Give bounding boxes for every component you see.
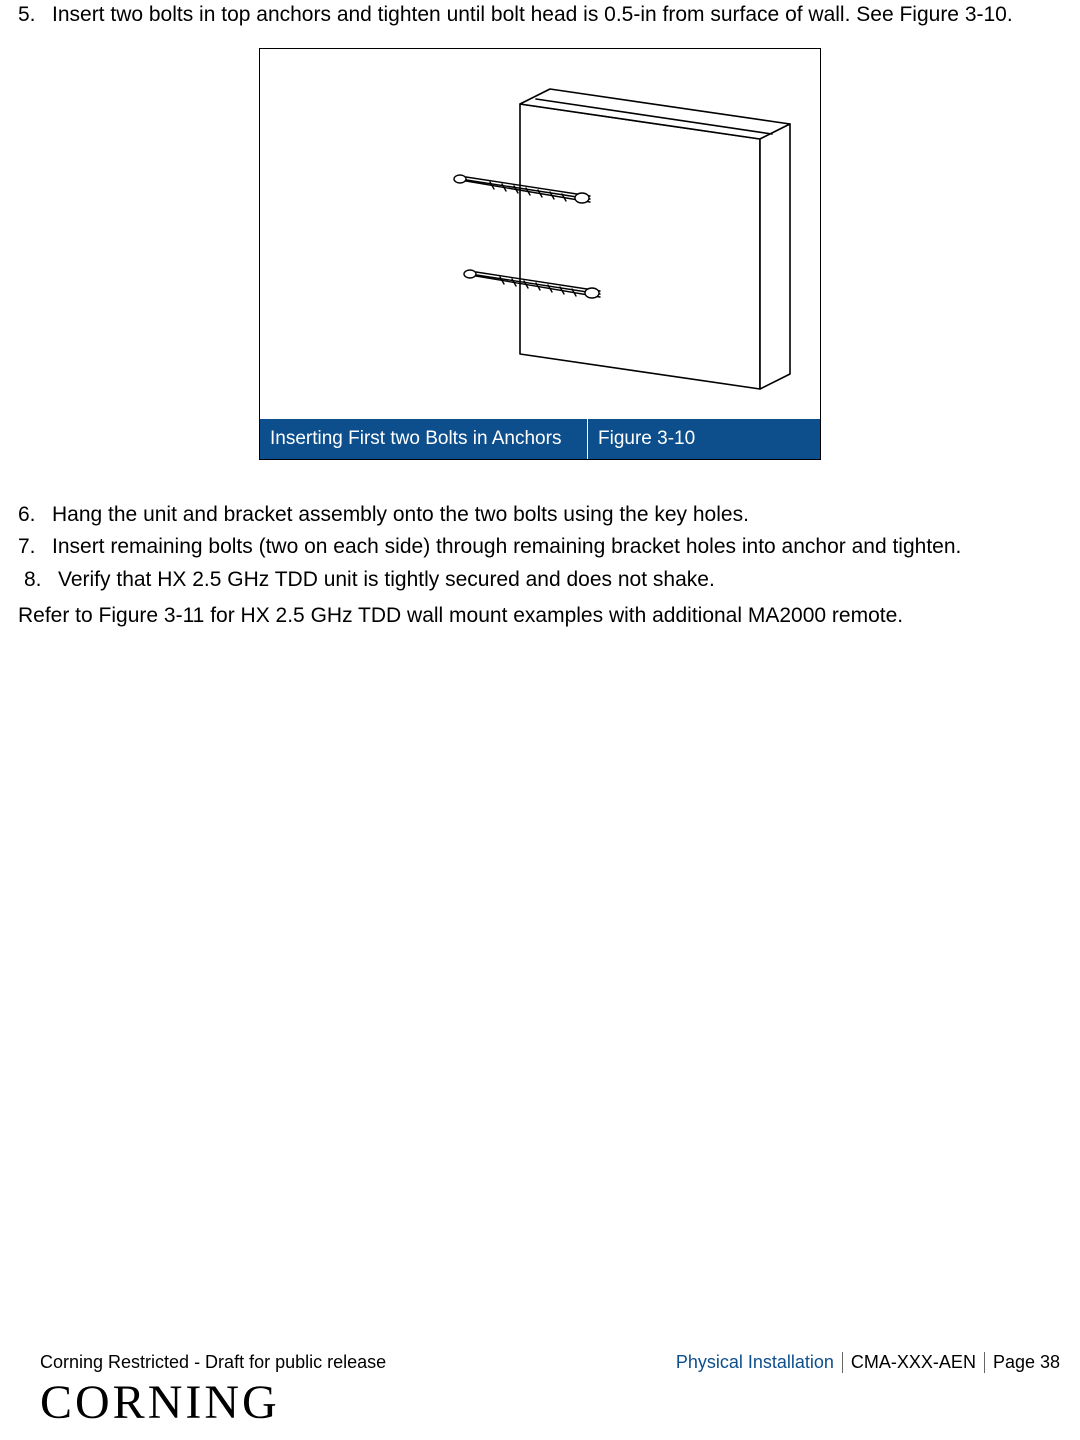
step-8: 8. Verify that HX 2.5 GHz TDD unit is ti… [24,565,1062,595]
page-footer: Corning Restricted - Draft for public re… [0,1352,1080,1430]
figure-caption-title: Inserting First two Bolts in Anchors [260,419,588,459]
footer-restriction: Corning Restricted - Draft for public re… [40,1352,386,1373]
step-number: 8. [24,565,58,595]
footer-right-block: Physical Installation CMA-XXX-AEN Page 3… [668,1352,1068,1373]
corning-logo: CORNING [40,1375,1068,1430]
step-text: Hang the unit and bracket assembly onto … [52,500,1062,530]
step-5: 5. Insert two bolts in top anchors and t… [18,0,1062,30]
step-number: 6. [18,500,52,530]
footer-doc-id: CMA-XXX-AEN [842,1352,985,1373]
figure-caption-number: Figure 3-10 [588,419,820,459]
step-text: Insert two bolts in top anchors and tigh… [52,0,1062,30]
step-7: 7. Insert remaining bolts (two on each s… [18,532,1062,562]
figure-3-10: Inserting First two Bolts in Anchors Fig… [259,48,821,460]
footer-page-number: Page 38 [985,1352,1068,1373]
figure-caption-row: Inserting First two Bolts in Anchors Fig… [260,419,820,459]
figure-label-num: 3-10 [657,428,695,449]
step-text: Verify that HX 2.5 GHz TDD unit is tight… [58,565,1062,595]
figure-image [260,49,820,419]
footer-section: Physical Installation [668,1352,842,1373]
step-number: 5. [18,0,52,30]
figure-label-prefix: Figure [598,428,652,449]
step-text: Insert remaining bolts (two on each side… [52,532,1062,562]
step-number: 7. [18,532,52,562]
refer-paragraph: Refer to Figure 3-11 for HX 2.5 GHz TDD … [18,601,1062,631]
step-6: 6. Hang the unit and bracket assembly on… [18,500,1062,530]
wall-panel-drawing-svg [260,49,820,419]
